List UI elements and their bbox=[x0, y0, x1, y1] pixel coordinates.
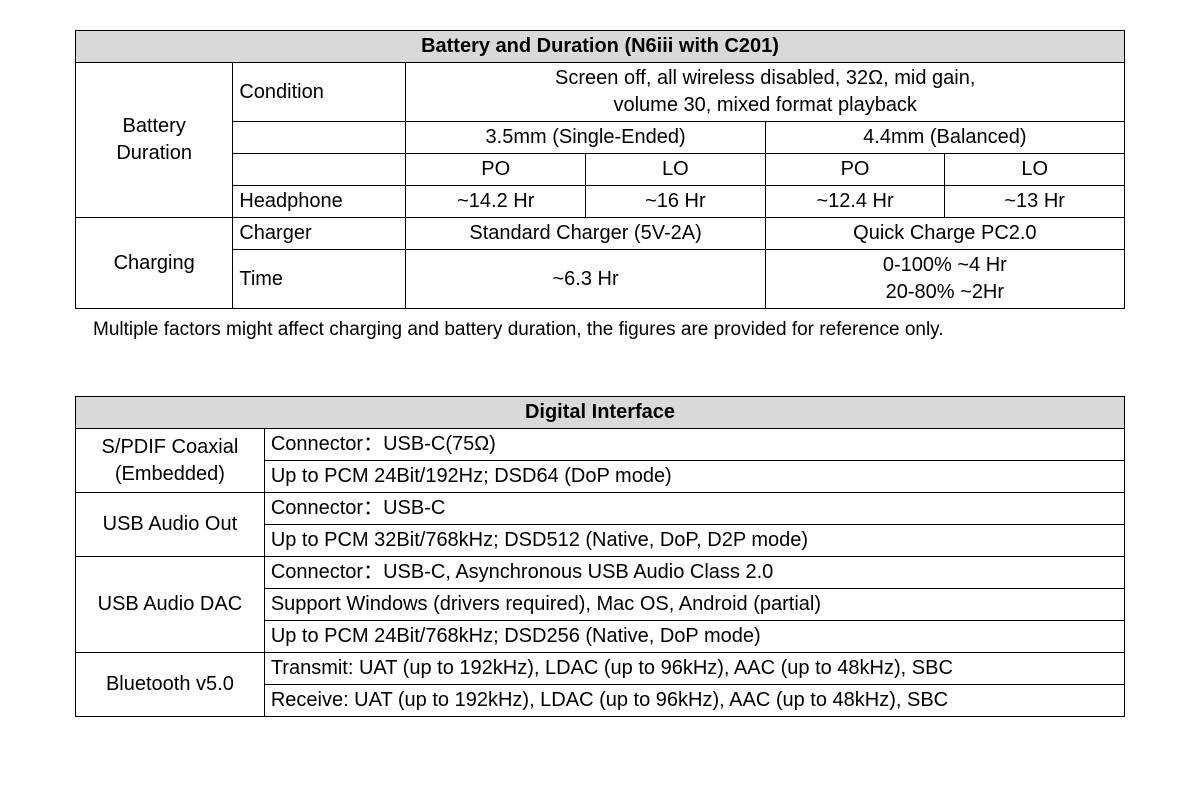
usb-out-r1: Connector：USB-C bbox=[264, 493, 1124, 525]
usb-dac-label: USB Audio DAC bbox=[76, 557, 265, 653]
table-row: Bluetooth v5.0 Transmit: UAT (up to 192k… bbox=[76, 653, 1125, 685]
output-35mm-label: 3.5mm (Single-Ended) bbox=[406, 122, 765, 154]
battery-table: Battery and Duration (N6iii with C201) B… bbox=[75, 30, 1125, 309]
spdif-label-l1: S/PDIF Coaxial bbox=[102, 436, 239, 458]
bt-label: Bluetooth v5.0 bbox=[76, 653, 265, 717]
table-row: USB Audio Out Connector：USB-C bbox=[76, 493, 1125, 525]
time-std: ~6.3 Hr bbox=[406, 250, 765, 309]
table-row: Headphone ~14.2 Hr ~16 Hr ~12.4 Hr ~13 H… bbox=[76, 186, 1125, 218]
condition-text-l2: volume 30, mixed format playback bbox=[613, 94, 916, 116]
usb-dac-r2: Support Windows (drivers required), Mac … bbox=[264, 589, 1124, 621]
table-row: Time ~6.3 Hr 0-100% ~4 Hr 20-80% ~2Hr bbox=[76, 250, 1125, 309]
charger-label: Charger bbox=[233, 218, 406, 250]
table-title-row: Digital Interface bbox=[76, 397, 1125, 429]
condition-text: Screen off, all wireless disabled, 32Ω, … bbox=[406, 63, 1125, 122]
battery-table-title: Battery and Duration (N6iii with C201) bbox=[76, 31, 1125, 63]
table-row: PO LO PO LO bbox=[76, 154, 1125, 186]
condition-label: Condition bbox=[233, 63, 406, 122]
time-qc: 0-100% ~4 Hr 20-80% ~2Hr bbox=[765, 250, 1124, 309]
bt-r2: Receive: UAT (up to 192kHz), LDAC (up to… bbox=[264, 685, 1124, 717]
digital-table-title: Digital Interface bbox=[76, 397, 1125, 429]
empty-cell bbox=[233, 122, 406, 154]
hp-35-lo: ~16 Hr bbox=[586, 186, 766, 218]
usb-dac-r1: Connector：USB-C, Asynchronous USB Audio … bbox=[264, 557, 1124, 589]
battery-duration-label: BatteryDuration bbox=[76, 63, 233, 218]
usb-out-label: USB Audio Out bbox=[76, 493, 265, 557]
battery-footnote: Multiple factors might affect charging a… bbox=[93, 319, 1125, 341]
table-row: 3.5mm (Single-Ended) 4.4mm (Balanced) bbox=[76, 122, 1125, 154]
spdif-r2: Up to PCM 24Bit/192Hz; DSD64 (DoP mode) bbox=[264, 461, 1124, 493]
spacer bbox=[75, 341, 1125, 396]
hp-44-po: ~12.4 Hr bbox=[765, 186, 945, 218]
table-row: USB Audio DAC Connector：USB-C, Asynchron… bbox=[76, 557, 1125, 589]
output-44mm-label: 4.4mm (Balanced) bbox=[765, 122, 1124, 154]
battery-duration-label-text: BatteryDuration bbox=[116, 115, 192, 164]
spdif-label: S/PDIF Coaxial (Embedded) bbox=[76, 429, 265, 493]
time-label: Time bbox=[233, 250, 406, 309]
hp-35-po: ~14.2 Hr bbox=[406, 186, 586, 218]
usb-out-r2: Up to PCM 32Bit/768kHz; DSD512 (Native, … bbox=[264, 525, 1124, 557]
table-title-row: Battery and Duration (N6iii with C201) bbox=[76, 31, 1125, 63]
usb-dac-r3: Up to PCM 24Bit/768kHz; DSD256 (Native, … bbox=[264, 621, 1124, 653]
empty-cell bbox=[233, 154, 406, 186]
bt-r1: Transmit: UAT (up to 192kHz), LDAC (up t… bbox=[264, 653, 1124, 685]
time-qc-l2: 20-80% ~2Hr bbox=[886, 281, 1004, 303]
headphone-label: Headphone bbox=[233, 186, 406, 218]
hp-44-lo: ~13 Hr bbox=[945, 186, 1125, 218]
charger-std: Standard Charger (5V-2A) bbox=[406, 218, 765, 250]
lo-label: LO bbox=[586, 154, 766, 186]
spdif-label-l2: (Embedded) bbox=[115, 463, 225, 485]
condition-text-l1: Screen off, all wireless disabled, 32Ω, … bbox=[555, 67, 975, 89]
lo-label: LO bbox=[945, 154, 1125, 186]
po-label: PO bbox=[765, 154, 945, 186]
digital-interface-table: Digital Interface S/PDIF Coaxial (Embedd… bbox=[75, 396, 1125, 717]
table-row: Charging Charger Standard Charger (5V-2A… bbox=[76, 218, 1125, 250]
spdif-r1: Connector：USB-C(75Ω) bbox=[264, 429, 1124, 461]
table-row: S/PDIF Coaxial (Embedded) Connector：USB-… bbox=[76, 429, 1125, 461]
charging-label: Charging bbox=[76, 218, 233, 309]
table-row: BatteryDuration Condition Screen off, al… bbox=[76, 63, 1125, 122]
time-qc-l1: 0-100% ~4 Hr bbox=[883, 254, 1007, 276]
charger-qc: Quick Charge PC2.0 bbox=[765, 218, 1124, 250]
po-label: PO bbox=[406, 154, 586, 186]
